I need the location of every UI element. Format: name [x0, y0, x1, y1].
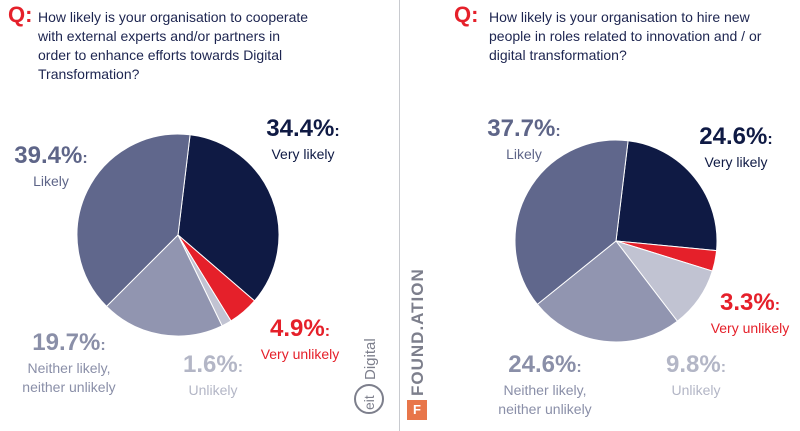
- pie-chart: [514, 139, 718, 343]
- value-neither: 24.6%: [508, 351, 577, 378]
- value-very-likely: 34.4%: [266, 115, 335, 142]
- name-very-likely: Very likely: [271, 146, 335, 162]
- left-chart-panel: Q: How likely is your organisation to co…: [0, 0, 399, 431]
- value-unlikely: 9.8%: [665, 351, 721, 378]
- label-likely: 37.7%: Likely: [481, 116, 567, 164]
- question-marker: Q:: [454, 2, 479, 27]
- name-likely: Likely: [33, 173, 69, 189]
- question-line: digital transformation?: [489, 47, 627, 63]
- question-line: How likely is your organisation to hire …: [489, 9, 750, 25]
- name-unlikely: Unlikely: [188, 382, 238, 398]
- pie-slice-very-likely: [177, 134, 280, 302]
- label-very-likely: 34.4%: Very likely: [258, 116, 348, 164]
- question-text: How likely is your organisation to hire …: [489, 8, 761, 65]
- name-neither-line2: neither unlikely: [22, 379, 116, 395]
- question-line: order to enhance efforts towards Digital: [38, 47, 283, 63]
- label-very-unlikely: 4.9%: Very unlikely: [252, 316, 348, 364]
- right-chart-panel: Q: How likely is your organisation to hi…: [401, 0, 800, 431]
- pie-slice-neither: [536, 240, 679, 343]
- name-neither-line2: neither unlikely: [498, 401, 592, 417]
- name-likely: Likely: [506, 146, 542, 162]
- eit-logo-circle: [354, 384, 384, 414]
- value-very-unlikely: 3.3%: [719, 289, 775, 316]
- label-unlikely: 1.6%: Unlikely: [180, 352, 246, 400]
- digital-logo-text: Digital: [362, 338, 379, 380]
- value-likely: 37.7%: [487, 115, 556, 142]
- label-very-likely: 24.6%: Very likely: [691, 124, 781, 172]
- value-likely: 39.4%: [14, 142, 83, 169]
- question-text: How likely is your organisation to coope…: [38, 8, 308, 84]
- pie-slice-neither: [105, 234, 223, 337]
- value-very-unlikely: 4.9%: [269, 315, 325, 342]
- pie-slice-likely: [76, 133, 191, 308]
- value-neither: 19.7%: [32, 329, 101, 356]
- foundation-logo-text: FOUND.ATION: [408, 268, 427, 396]
- question-line: Transformation?: [38, 66, 140, 82]
- panel-divider: [399, 0, 400, 431]
- pie-chart: [76, 133, 280, 337]
- value-very-likely: 24.6%: [699, 123, 768, 150]
- pie-slice-very-likely: [615, 140, 718, 252]
- name-very-unlikely: Very unlikely: [710, 320, 790, 336]
- name-neither-line1: Neither likely,: [503, 382, 587, 398]
- name-neither-line1: Neither likely,: [27, 360, 111, 376]
- value-unlikely: 1.6%: [182, 351, 238, 378]
- foundation-logo-mark: F: [407, 400, 427, 420]
- question-marker: Q:: [8, 2, 33, 27]
- eit-logo-text: eit: [361, 395, 377, 410]
- name-unlikely: Unlikely: [671, 382, 721, 398]
- pie-slice-likely: [514, 139, 629, 306]
- label-very-unlikely: 3.3%: Very unlikely: [701, 290, 799, 338]
- question-line: How likely is your organisation to coope…: [38, 9, 309, 25]
- name-very-likely: Very likely: [704, 154, 768, 170]
- question-line: people in roles related to innovation an…: [489, 28, 762, 44]
- question-line: with external experts and/or partners in: [38, 28, 281, 44]
- label-likely: 39.4%: Likely: [6, 143, 96, 191]
- label-neither: 24.6%: Neither likely, neither unlikely: [483, 352, 607, 419]
- label-neither: 19.7%: Neither likely, neither unlikely: [8, 330, 130, 397]
- label-unlikely: 9.8%: Unlikely: [661, 352, 731, 400]
- name-very-unlikely: Very unlikely: [260, 346, 340, 362]
